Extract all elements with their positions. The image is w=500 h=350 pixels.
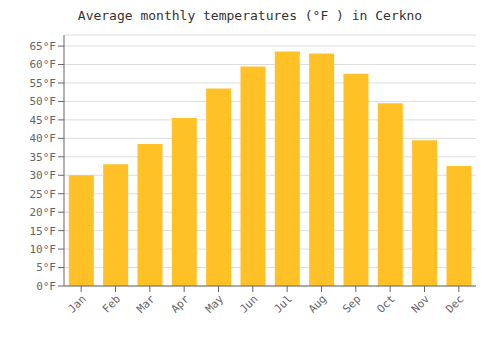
svg-text:Sep: Sep [340,292,363,315]
svg-text:Oct: Oct [375,292,398,315]
svg-text:25°F: 25°F [30,188,57,201]
svg-text:Aug: Aug [306,292,329,315]
svg-text:20°F: 20°F [30,206,57,219]
svg-text:30°F: 30°F [30,169,57,182]
svg-text:10°F: 10°F [30,243,57,256]
svg-text:Mar: Mar [134,292,158,316]
svg-text:Jun: Jun [237,292,260,315]
svg-text:65°F: 65°F [30,40,57,53]
svg-text:May: May [203,292,227,316]
svg-text:Dec: Dec [443,292,466,315]
svg-text:40°F: 40°F [30,132,57,145]
svg-text:15°F: 15°F [30,225,57,238]
svg-text:Nov: Nov [409,292,433,316]
svg-text:5°F: 5°F [36,261,56,274]
svg-text:0°F: 0°F [36,280,56,293]
svg-text:55°F: 55°F [30,77,57,90]
svg-text:Jul: Jul [272,292,295,315]
html-text:Average monthly temperatures (: Average monthly temperatures (°F ) in Ce… [77,8,423,23]
svg-text:Feb: Feb [100,292,123,315]
svg-text:Apr: Apr [169,292,193,316]
svg-text:35°F: 35°F [30,151,57,164]
svg-text:50°F: 50°F [30,95,57,108]
svg-text:60°F: 60°F [30,58,57,71]
svg-text:Jan: Jan [66,292,89,315]
svg-text:45°F: 45°F [30,114,57,127]
